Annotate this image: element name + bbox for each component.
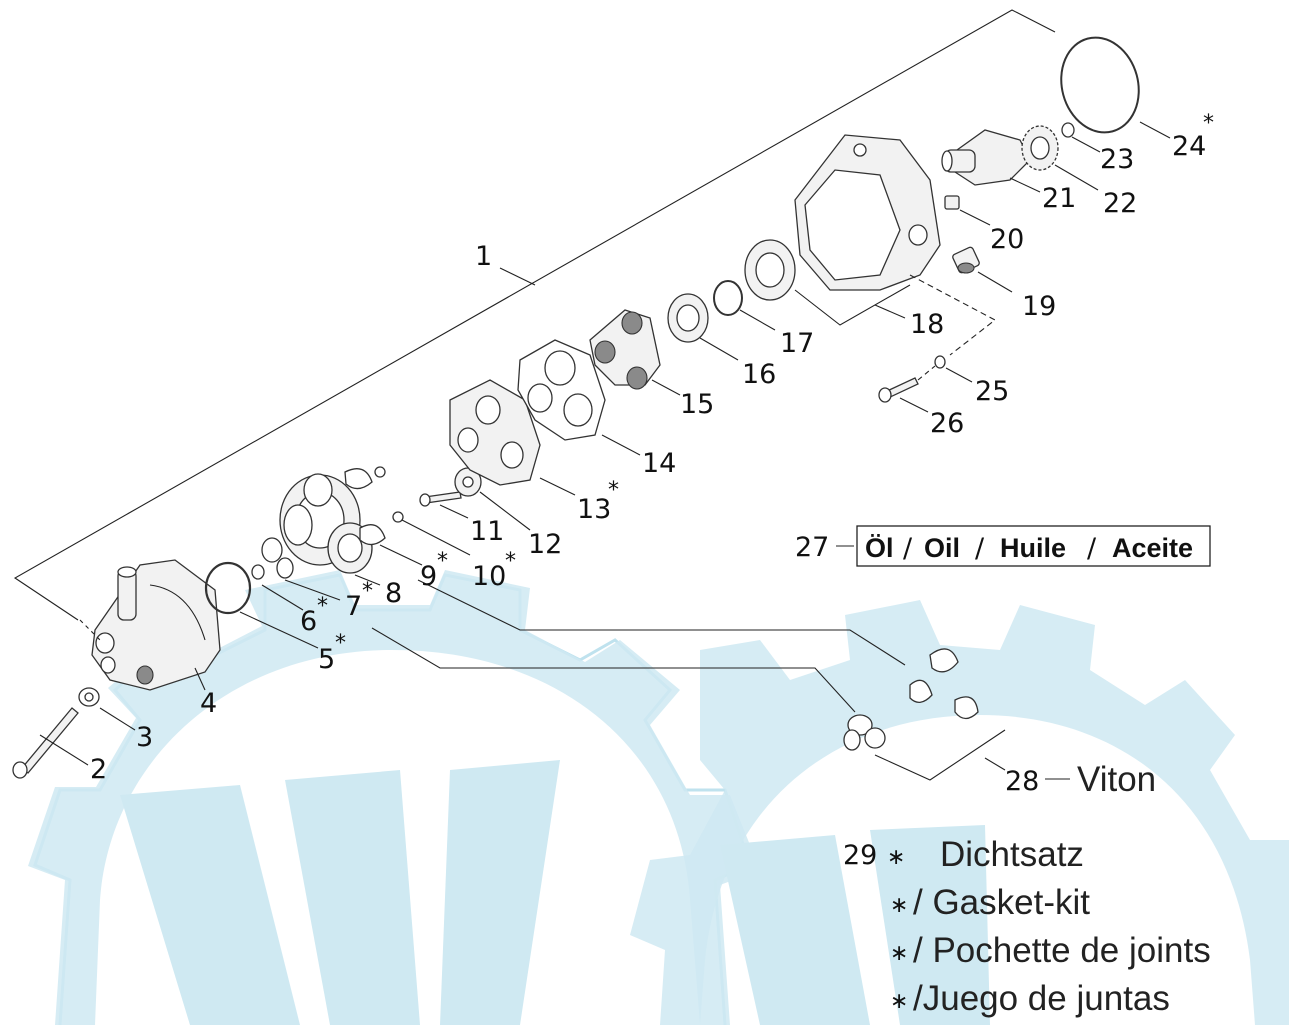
watermark-right-cog: [630, 600, 1289, 1025]
gasket-kit-number: 29: [843, 840, 877, 871]
part-26-screw: [878, 365, 936, 413]
viton-legend: 28 Viton: [1005, 760, 1156, 799]
part-13-plate: [449, 379, 576, 496]
callout-24: 24: [1172, 131, 1206, 162]
oil-legend: 27 Öl / Oil / Huile / Aceite: [795, 525, 1211, 567]
part-7-valve: [261, 537, 341, 601]
assembly-bracket: [13, 9, 1056, 621]
oil-label-de: Öl: [865, 533, 894, 563]
callout-labels: 1 2 3 4 5 * 6 * 7 * 8 9 * 10 * 11 12 13 …: [90, 111, 1214, 785]
callout-10: 10: [472, 561, 506, 592]
part-2-bolt: [12, 707, 89, 779]
callout-1: 1: [475, 241, 492, 272]
part-20-nut: [944, 195, 991, 226]
gasket-kit-line-de: Dichtsatz: [940, 835, 1084, 874]
watermark-left-cog: [28, 570, 760, 1025]
part-6-valve: [251, 564, 304, 611]
oil-label-fr: Huile: [1000, 533, 1066, 563]
oil-label-en: Oil: [924, 533, 960, 563]
part-17-circlip: [713, 280, 776, 331]
callout-15: 15: [680, 389, 714, 420]
oil-separator-3: /: [1087, 533, 1097, 564]
watermark-logo: [28, 570, 1289, 1025]
gasket-kit-line-fr: / Pochette de joints: [913, 931, 1211, 970]
part-22-gear: [1021, 125, 1099, 191]
oil-number: 27: [795, 532, 829, 563]
callout-5: 5: [318, 644, 335, 675]
gasket-kit-line-es: /Juego de juntas: [913, 979, 1170, 1018]
part-15-valve-block: [589, 309, 681, 396]
callout-4: 4: [200, 688, 217, 719]
callout-9: 9: [420, 561, 437, 592]
part-8-diaphragm: [279, 473, 381, 586]
gasket-kit-line-en: / Gasket-kit: [913, 883, 1090, 922]
part-3-washer: [78, 687, 136, 731]
callout-22: 22: [1103, 188, 1137, 219]
gasket-kit-marker-2: ∗: [890, 893, 908, 918]
part-19-plug: [909, 246, 1013, 356]
part-21-shaft: [941, 129, 1041, 193]
oil-separator-2: /: [975, 533, 985, 564]
part-9-valve-plate: [359, 524, 423, 566]
viton-label: Viton: [1077, 760, 1156, 799]
part-16-bearing: [667, 293, 739, 361]
callout-6-kit-marker: *: [317, 594, 328, 619]
callout-26: 26: [930, 408, 964, 439]
callout-17: 17: [780, 328, 814, 359]
part-11-screw: [419, 491, 469, 519]
callout-20: 20: [990, 224, 1024, 255]
gasket-kit-marker-3: ∗: [890, 941, 908, 966]
callout-7-kit-marker: *: [362, 579, 373, 604]
part-24-o-ring: [1060, 36, 1171, 139]
callout-11: 11: [470, 516, 504, 547]
callout-24-kit-marker: *: [1203, 111, 1214, 136]
part-5-o-ring: [204, 561, 319, 649]
viton-number: 28: [1005, 766, 1039, 797]
part-25-washer: [934, 355, 973, 383]
callout-2: 2: [90, 754, 107, 785]
gasket-kit-marker-1: ∗: [887, 845, 905, 870]
part-10-valve-plate: [344, 466, 471, 556]
oil-separator-1: /: [903, 533, 913, 564]
callout-9-kit-marker: *: [437, 549, 448, 574]
part-4-pump-head: [79, 559, 221, 691]
part-28-viton-valves: [371, 579, 1006, 781]
part-housing: [794, 134, 941, 291]
part-14-gasket: [517, 339, 641, 456]
callout-19: 19: [1022, 291, 1056, 322]
callout-25: 25: [975, 376, 1009, 407]
callout-10-kit-marker: *: [505, 549, 516, 574]
callout-21: 21: [1042, 183, 1076, 214]
callout-5-kit-marker: *: [335, 631, 346, 656]
callout-12: 12: [528, 529, 562, 560]
gasket-kit-marker-4: ∗: [890, 989, 908, 1014]
callout-8: 8: [385, 578, 402, 609]
callout-16: 16: [742, 359, 776, 390]
callout-23: 23: [1100, 144, 1134, 175]
callout-14: 14: [642, 448, 676, 479]
callout-13-kit-marker: *: [608, 478, 619, 503]
callout-18: 18: [910, 309, 944, 340]
part-18-seal: [744, 239, 911, 326]
callout-3: 3: [136, 722, 153, 753]
callout-6: 6: [300, 606, 317, 637]
gasket-kit-legend: 29 ∗ Dichtsatz ∗ / Gasket-kit ∗ / Pochet…: [843, 835, 1211, 1018]
part-23-washer: [1061, 122, 1101, 153]
callout-7: 7: [345, 591, 362, 622]
callout-13: 13: [577, 494, 611, 525]
oil-label-es: Aceite: [1112, 533, 1193, 563]
